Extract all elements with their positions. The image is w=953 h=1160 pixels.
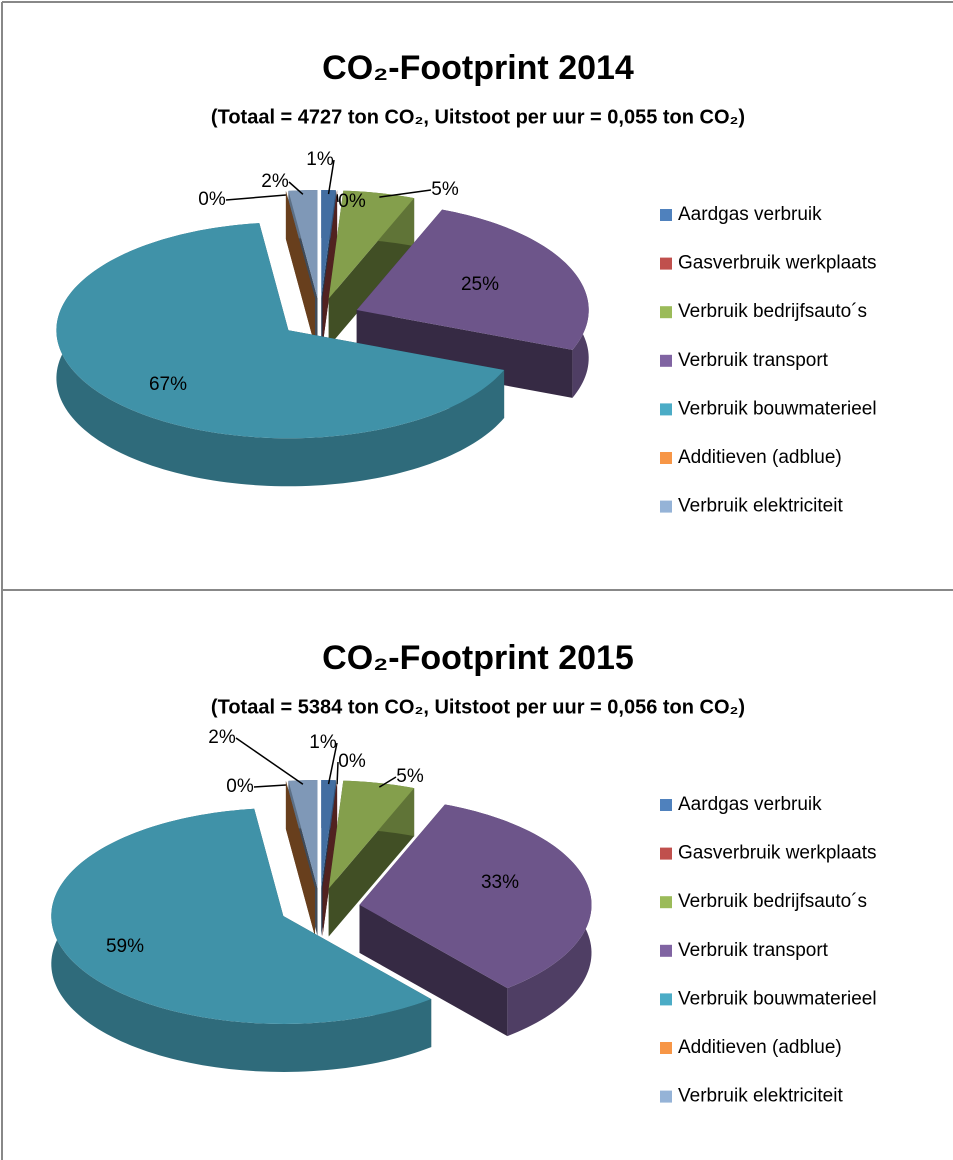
leader-line xyxy=(336,761,339,785)
data-label: 67% xyxy=(149,374,187,395)
chart-subtitle: (Totaal = 5384 ton CO₂, Uitstoot per uur… xyxy=(211,696,745,718)
chart-subtitle: (Totaal = 4727 ton CO₂, Uitstoot per uur… xyxy=(211,106,745,128)
leader-line xyxy=(336,194,339,203)
slice xyxy=(285,191,315,347)
legend-label: Aardgas verbruik xyxy=(678,204,822,225)
chart-title: CO₂-Footprint 2014 xyxy=(322,49,634,87)
leader-line xyxy=(327,159,335,195)
legend-label: Verbruik bedrijfsauto´s xyxy=(678,891,867,912)
slice xyxy=(328,780,415,937)
legend-swatch xyxy=(660,403,672,416)
legend-label: Verbruik transport xyxy=(678,940,829,961)
data-label: 1% xyxy=(309,732,337,753)
leader-line xyxy=(379,189,432,198)
data-label: 5% xyxy=(396,766,424,787)
leader-line xyxy=(327,742,338,785)
legend-label: Verbruik transport xyxy=(678,350,829,371)
slice-side xyxy=(285,191,315,347)
legend-label: Gasverbruik werkplaats xyxy=(678,253,877,274)
legend-label: Verbruik elektriciteit xyxy=(678,496,843,517)
legend-swatch xyxy=(660,847,672,860)
legend-label: Verbruik bouwmaterieel xyxy=(678,988,877,1009)
chart-title: CO₂-Footprint 2015 xyxy=(322,639,634,677)
slice xyxy=(356,209,589,398)
slice-top xyxy=(356,209,589,350)
slice-side xyxy=(356,310,573,398)
slice-side xyxy=(359,904,508,1037)
slice xyxy=(322,190,338,347)
pie xyxy=(51,780,592,1072)
data-label: 0% xyxy=(338,751,366,772)
legend-swatch xyxy=(660,896,672,909)
slice-top xyxy=(328,190,415,299)
legend-swatch xyxy=(660,500,672,513)
data-label: 0% xyxy=(198,189,226,210)
leader-line xyxy=(288,181,304,195)
legend-label: Additieven (adblue) xyxy=(678,1037,842,1058)
slice xyxy=(322,780,338,937)
data-label: 1% xyxy=(306,149,334,170)
legend-swatch xyxy=(660,1090,672,1103)
legend-swatch xyxy=(660,257,672,270)
slice-top xyxy=(288,190,318,299)
data-label: 5% xyxy=(431,179,459,200)
slice-top xyxy=(328,780,415,889)
legend-label: Additieven (adblue) xyxy=(678,447,842,468)
legend-swatch xyxy=(660,306,672,319)
slice-top xyxy=(359,804,592,989)
data-label: 59% xyxy=(106,936,144,957)
leader-line xyxy=(235,737,304,785)
slice-side xyxy=(322,780,338,937)
legend-label: Verbruik bouwmaterieel xyxy=(678,398,877,419)
leader-line xyxy=(225,194,286,201)
slice-top xyxy=(321,780,336,889)
data-label: 33% xyxy=(481,872,519,893)
data-label: 2% xyxy=(261,171,289,192)
data-label: 2% xyxy=(208,727,236,748)
data-label: 0% xyxy=(338,191,366,212)
leader-line xyxy=(378,776,397,788)
data-label: 25% xyxy=(461,274,499,295)
data-label: 0% xyxy=(226,776,254,797)
legend-label: Gasverbruik werkplaats xyxy=(678,843,877,864)
slice xyxy=(56,223,505,487)
pie xyxy=(56,190,589,487)
leader-line xyxy=(253,784,286,788)
legend-label: Verbruik elektriciteit xyxy=(678,1086,843,1107)
legend-swatch xyxy=(660,944,672,957)
legend-label: Aardgas verbruik xyxy=(678,794,822,815)
legend-swatch xyxy=(660,209,672,221)
slice xyxy=(328,190,415,347)
legend-swatch xyxy=(660,354,672,367)
slice-top xyxy=(288,780,318,889)
slice xyxy=(359,804,592,1037)
legend-swatch xyxy=(660,993,672,1006)
slice-top xyxy=(321,190,336,299)
slice-side xyxy=(322,190,338,347)
legend-swatch xyxy=(660,799,672,811)
legend-swatch xyxy=(660,1042,672,1054)
slice-top xyxy=(56,223,505,439)
slice-top xyxy=(51,808,432,1024)
slice xyxy=(51,808,432,1072)
slice xyxy=(285,781,315,937)
legend-label: Verbruik bedrijfsauto´s xyxy=(678,301,867,322)
legend-swatch xyxy=(660,452,672,464)
slice-side xyxy=(285,781,315,937)
